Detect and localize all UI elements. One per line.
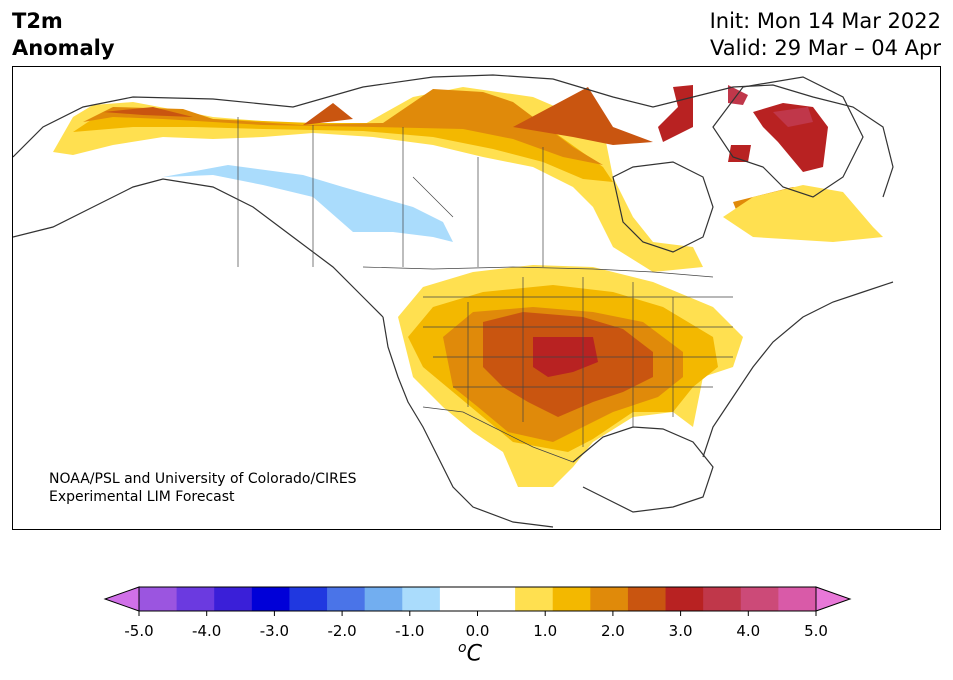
colorbar-tick-label: 0.0 (466, 622, 490, 640)
map-svg (13, 74, 894, 528)
state-borders (237, 117, 733, 463)
credit-line-1: NOAA/PSL and University of Colorado/CIRE… (49, 471, 357, 487)
init-date: Init: Mon 14 Mar 2022 (709, 9, 941, 33)
colorbar-cell (327, 587, 366, 611)
colorbar-cell (590, 587, 629, 611)
colorbar-cell (665, 587, 704, 611)
colorbar-cell (552, 587, 591, 611)
colorbar-cell (289, 587, 328, 611)
colorbar-cell (703, 587, 742, 611)
colorbar-cell (364, 587, 403, 611)
colorbar-cell (402, 587, 441, 611)
colorbar-cell (176, 587, 215, 611)
colorbar-tick-label: -3.0 (260, 622, 289, 640)
border-us-mexico (422, 406, 574, 463)
colorbar-tick-label: -1.0 (395, 622, 424, 640)
title-line-1: T2m (12, 9, 63, 33)
state-lines (423, 277, 733, 447)
coast-gulf (572, 426, 714, 513)
colorbar-tick-label: -2.0 (327, 622, 356, 640)
colorbar-tick-label: -5.0 (124, 622, 153, 640)
colorbar-tick-label: 5.0 (804, 622, 828, 640)
coast-greenland (712, 76, 864, 198)
valid-date: Valid: 29 Mar – 04 Apr (710, 36, 941, 60)
arctic-warm-yellow (723, 185, 883, 242)
province-lines (237, 117, 544, 267)
colorbar-extend-low (103, 586, 140, 612)
colorbar-ticks: -5.0 -4.0 -3.0 -2.0 -1.0 0.0 1.0 2.0 3.0 4.0 5.0 (124, 611, 828, 640)
cool-anomaly-canada (163, 165, 453, 242)
colorbar-cell (214, 587, 253, 611)
forecast-dates: Init: Mon 14 Mar 2022 Valid: 29 Mar – 04… (710, 8, 941, 62)
colorbar-extend-high (815, 586, 852, 612)
colorbar-cell (139, 587, 178, 611)
anomaly-map: NOAA/PSL and University of Colorado/CIRE… (12, 66, 941, 530)
colorbar-cell (778, 587, 817, 611)
colorbar-tick-label: 4.0 (736, 622, 760, 640)
coast-east (702, 281, 894, 458)
coast-hudson-bay (612, 161, 714, 253)
colorbar-cell (439, 587, 478, 611)
colorbar-cell (740, 587, 779, 611)
colorbar-tick-label: -4.0 (192, 622, 221, 640)
border-canada-us (362, 266, 714, 278)
coast-alaska (13, 74, 894, 198)
title-line-2: Anomaly (12, 36, 115, 60)
colorbar-tick-label: 1.0 (533, 622, 557, 640)
colorbar-cell (477, 587, 516, 611)
colorbar-tick-label: 3.0 (669, 622, 693, 640)
warm-band-north-dark (83, 89, 603, 165)
colorbar-cells (103, 586, 852, 612)
colorbar: -5.0 -4.0 -3.0 -2.0 -1.0 0.0 1.0 2.0 3.0 4.0 5.0 (103, 586, 852, 640)
coastlines (13, 74, 894, 528)
colorbar-cell (515, 587, 554, 611)
colorbar-tick-label: 2.0 (601, 622, 625, 640)
greenland-crimson (728, 85, 813, 127)
warm-band-north-red (103, 87, 653, 145)
anomaly-fills (53, 85, 883, 487)
colorbar-unit-label: oC (458, 640, 482, 667)
map-title: T2m Anomaly (12, 8, 115, 62)
coast-alaska-south (13, 178, 384, 318)
coast-west-us (382, 316, 554, 528)
colorbar-cell (251, 587, 290, 611)
greenland-red (658, 85, 828, 172)
colorbar-cell (627, 587, 667, 611)
credit-line-2: Experimental LIM Forecast (49, 489, 235, 505)
credit-text: NOAA/PSL and University of Colorado/CIRE… (49, 470, 357, 506)
